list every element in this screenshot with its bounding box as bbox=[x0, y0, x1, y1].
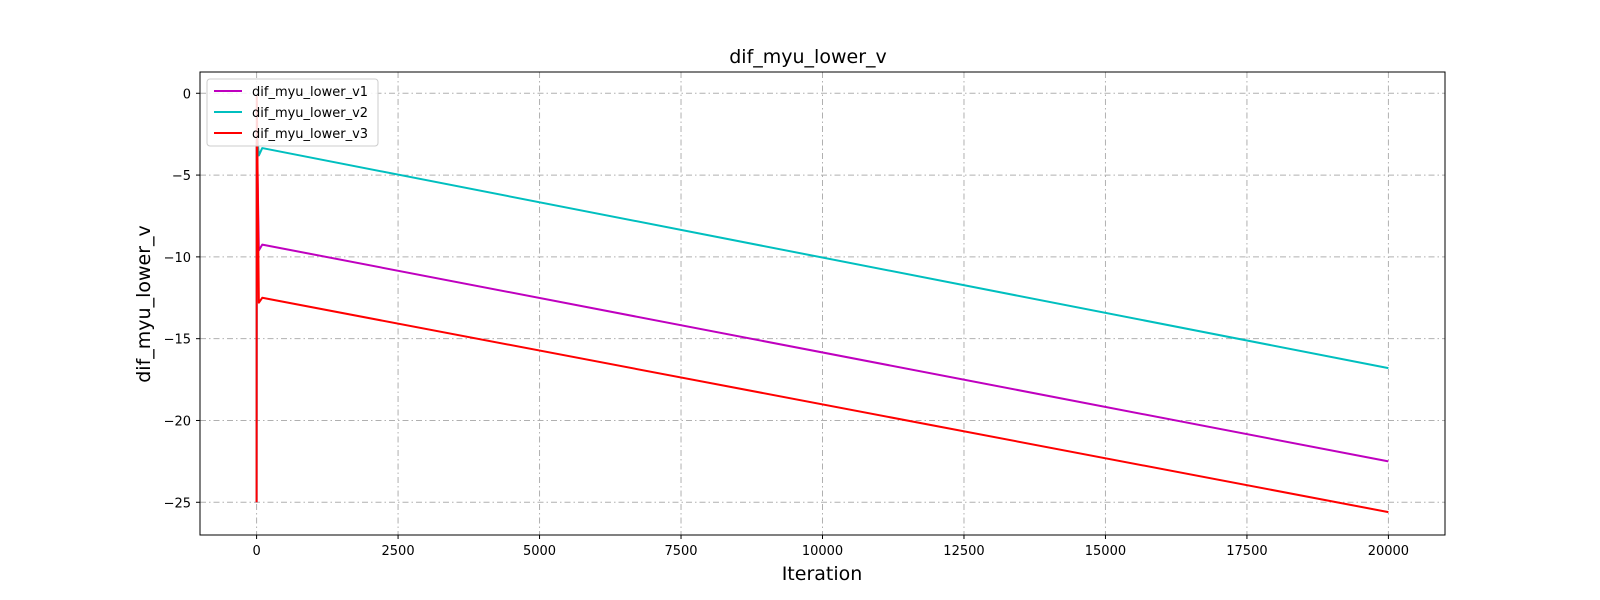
y-tick-label: −15 bbox=[164, 333, 191, 348]
y-axis-label: dif_myu_lower_v bbox=[133, 225, 155, 383]
grid-lines bbox=[200, 72, 1445, 535]
x-tick-label: 0 bbox=[252, 544, 260, 559]
x-tick-label: 20000 bbox=[1368, 544, 1409, 559]
y-tick-label: −20 bbox=[164, 414, 191, 429]
y-axis-ticks: 0 −5 −10 −15 −20 −25 bbox=[164, 87, 200, 511]
y-tick-label: −10 bbox=[164, 251, 191, 266]
series-line-3 bbox=[255, 95, 1389, 514]
x-tick-label: 10000 bbox=[802, 544, 843, 559]
legend-label-3: dif_myu_lower_v3 bbox=[252, 127, 368, 142]
y-tick-label: −5 bbox=[172, 169, 191, 184]
x-tick-label: 17500 bbox=[1226, 544, 1267, 559]
x-tick-label: 7500 bbox=[664, 544, 697, 559]
chart-title: dif_myu_lower_v bbox=[729, 46, 887, 68]
y-tick-label: −25 bbox=[164, 496, 191, 511]
y-tick-label: 0 bbox=[183, 87, 191, 102]
legend-box bbox=[206, 78, 379, 147]
x-tick-label: 15000 bbox=[1085, 544, 1126, 559]
x-tick-label: 5000 bbox=[523, 544, 556, 559]
x-tick-label: 12500 bbox=[943, 544, 984, 559]
x-axis-label: Iteration bbox=[782, 563, 863, 585]
legend-label-2: dif_myu_lower_v2 bbox=[252, 106, 368, 121]
legend-label-1: dif_myu_lower_v1 bbox=[252, 85, 368, 100]
x-axis-ticks: 0 2500 5000 7500 10000 12500 15000 17500 20000 bbox=[252, 535, 1409, 559]
x-tick-label: 2500 bbox=[382, 544, 415, 559]
legend: dif_myu_lower_v1 dif_myu_lower_v2 dif_myu_… bbox=[206, 78, 379, 147]
